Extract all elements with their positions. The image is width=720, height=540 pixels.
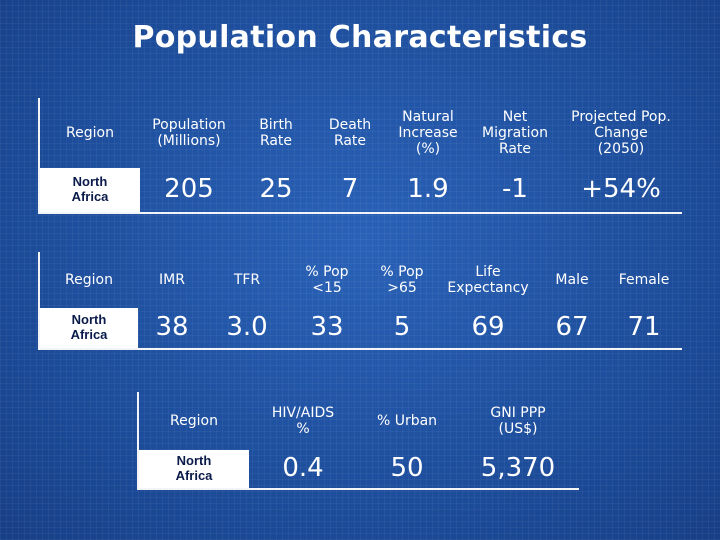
header-birth-rate: Birth Rate <box>259 116 293 149</box>
header-female: Female <box>618 271 670 288</box>
header-projected-change: Projected Pop. Change (2050) <box>571 108 671 158</box>
value-male: 67 <box>555 312 589 343</box>
value-pop-over-65: 5 <box>393 312 411 343</box>
header-gni-ppp: GNI PPP (US$) <box>490 404 546 437</box>
header-pop-under-15: % Pop <15 <box>305 263 349 296</box>
value-gni-ppp: 5,370 <box>480 453 556 484</box>
value-projected-change: +54% <box>581 174 661 205</box>
header-urban: % Urban <box>376 412 438 429</box>
value-hiv-aids: 0.4 <box>282 453 324 484</box>
header-region: Region <box>65 271 113 288</box>
value-population: 205 <box>164 174 214 205</box>
value-natural-increase: 1.9 <box>407 174 449 205</box>
slide-title: Population Characteristics <box>132 20 588 55</box>
header-hiv-aids: HIV/AIDS% <box>271 404 335 437</box>
header-life-expectancy: Life Expectancy <box>447 263 529 296</box>
header-tfr: TFR <box>233 271 261 288</box>
header-net-migration: Net Migration Rate <box>481 108 548 158</box>
value-urban: 50 <box>390 453 424 484</box>
value-tfr: 3.0 <box>226 312 268 343</box>
header-pop-over-65: % Pop >65 <box>380 263 424 296</box>
header-region: Region <box>170 412 218 429</box>
value-imr: 38 <box>155 312 189 343</box>
value-birth-rate: 25 <box>259 174 293 205</box>
table-vital-rates: Region Population (Millions) Birth Rate De… <box>38 98 682 214</box>
header-death-rate: Death Rate <box>328 116 372 149</box>
header-population: Population (Millions) <box>152 116 226 149</box>
table-health-indicators: Region IMR TFR % Pop <15 % Pop >65 Life Exp… <box>38 252 682 350</box>
region-cell: North Africa <box>139 450 249 488</box>
value-pop-under-15: 33 <box>310 312 344 343</box>
region-cell: North Africa <box>40 168 140 212</box>
header-male: Male <box>555 271 589 288</box>
value-life-expectancy: 69 <box>471 312 505 343</box>
header-region: Region <box>66 124 114 141</box>
region-cell: North Africa <box>40 308 138 348</box>
value-female: 71 <box>627 312 661 343</box>
value-net-migration: -1 <box>502 174 528 205</box>
table-development-indicators: Region HIV/AIDS% % Urban GNI PPP (US$) No… <box>137 392 579 490</box>
value-death-rate: 7 <box>341 174 359 205</box>
header-imr: IMR <box>159 271 185 288</box>
header-natural-increase: Natural Increase (%) <box>398 108 458 158</box>
